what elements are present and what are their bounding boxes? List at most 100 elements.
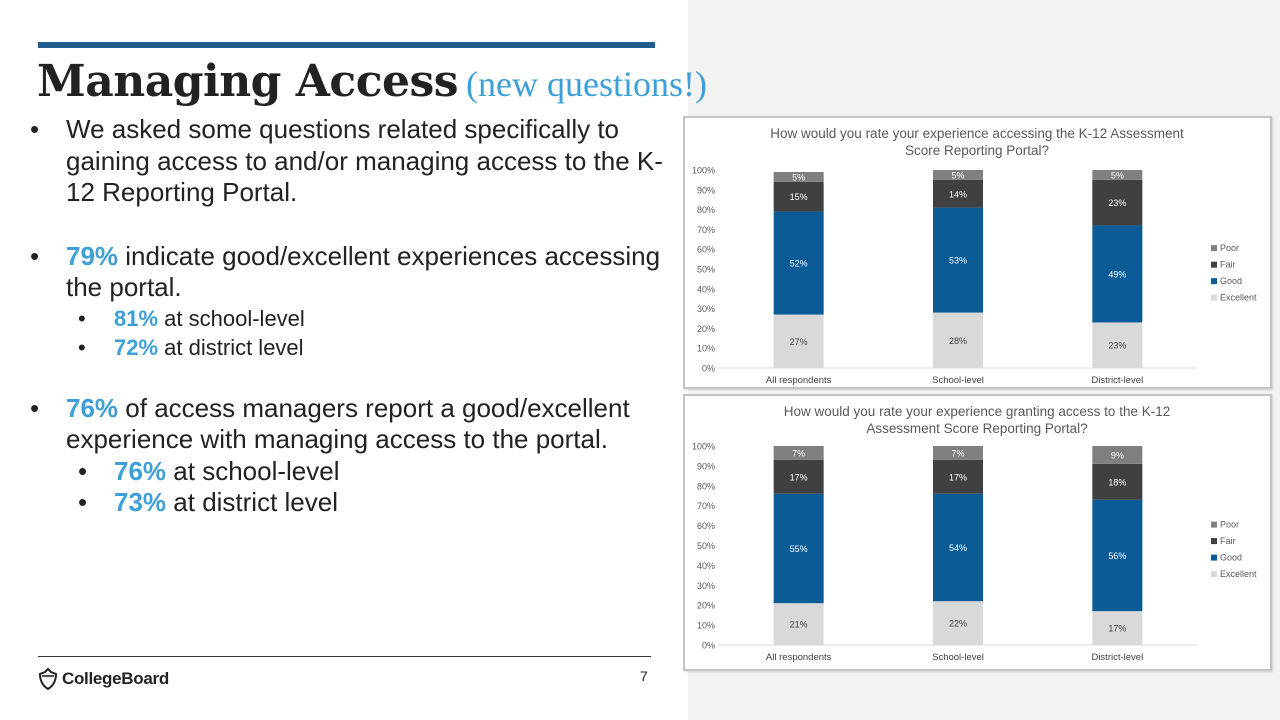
acorn-icon <box>38 668 58 690</box>
y-tick-label: 20% <box>697 601 715 611</box>
legend-swatch-poor <box>1211 521 1217 528</box>
sub-bullet-pct: 73% <box>114 487 167 517</box>
logo-text: CollegeBoard <box>62 669 169 688</box>
data-label: 9% <box>1111 450 1124 460</box>
data-label: 18% <box>1108 477 1126 487</box>
y-tick-label: 10% <box>697 621 715 631</box>
title-main: Managing Access <box>37 56 459 107</box>
data-label: 7% <box>951 448 964 458</box>
y-tick-label: 40% <box>697 561 715 571</box>
bar-good-district-level <box>1092 499 1143 612</box>
legend-label: Fair <box>1220 536 1236 546</box>
bar-fair-all-respondents <box>773 459 824 494</box>
chart-accessing-portal: How would you rate your experience acces… <box>683 116 1272 389</box>
data-label: 17% <box>1108 624 1126 634</box>
bar-good-school-level <box>933 493 983 602</box>
legend-label: Poor <box>1220 243 1239 253</box>
chart-title-line: How would you rate your experience acces… <box>770 126 1184 141</box>
bullet-marker: • <box>78 487 88 517</box>
y-tick-label: 30% <box>697 304 715 314</box>
y-tick-label: 70% <box>697 501 715 511</box>
y-tick-label: 0% <box>702 641 715 651</box>
chart-title-line: How would you rate your experience grant… <box>784 404 1170 419</box>
bar-fair-district-level <box>1092 179 1143 226</box>
y-tick-label: 50% <box>697 541 715 551</box>
bullet-intro-text: We asked some questions related specific… <box>66 114 663 207</box>
sub-bullet-pct: 72% <box>114 334 159 360</box>
bullet-accessing-text: indicate good/excellent experiences acce… <box>66 240 661 303</box>
category-label: All respondents <box>766 652 832 663</box>
bar-poor-all-respondents <box>773 171 824 182</box>
bullet-marker: • <box>30 392 40 423</box>
legend-swatch-poor <box>1211 245 1217 252</box>
data-label: 21% <box>790 620 808 630</box>
bar-good-school-level <box>933 207 983 313</box>
bar-excellent-all-respondents <box>773 314 824 368</box>
data-label: 17% <box>790 472 808 482</box>
category-label: District-level <box>1091 652 1143 663</box>
college-board-logo: CollegeBoard <box>38 668 169 690</box>
chart-granting-access: How would you rate your experience grant… <box>683 394 1272 671</box>
legend-label: Good <box>1220 553 1242 563</box>
chart-svg: How would you rate your experience grant… <box>692 404 1257 663</box>
footer-rule <box>38 656 651 657</box>
bar-fair-school-level <box>933 459 983 494</box>
data-label: 56% <box>1108 551 1126 561</box>
legend-label: Excellent <box>1220 569 1257 579</box>
bullet-marker: • <box>30 240 40 271</box>
data-label: 7% <box>792 448 805 458</box>
y-tick-label: 60% <box>697 521 715 531</box>
bar-good-all-respondents <box>773 493 824 604</box>
data-label: 54% <box>949 543 967 553</box>
title-subtitle: (new questions!) <box>466 64 707 104</box>
legend-swatch-fair <box>1211 538 1217 545</box>
category-label: All respondents <box>766 375 832 386</box>
sub-bullet-pct: 76% <box>114 455 167 486</box>
legend-swatch-excellent <box>1211 571 1217 578</box>
bullet-managing-pct: 76% <box>66 392 119 423</box>
sub-bullet: • 72% at district level <box>30 333 670 362</box>
sub-bullet-text: at district level <box>164 334 304 360</box>
bullet-list: • We asked some questions related specifi… <box>30 114 670 519</box>
chart-svg: How would you rate your experience acces… <box>692 126 1257 386</box>
page-number: 7 <box>640 668 648 684</box>
bullet-marker: • <box>78 334 86 360</box>
bar-excellent-school-level <box>933 312 983 368</box>
bar-poor-school-level <box>933 170 983 180</box>
top-rule <box>38 42 655 48</box>
chart-title-line: Assessment Score Reporting Portal? <box>866 421 1087 436</box>
bullet-marker: • <box>30 114 40 144</box>
bullet-managing: • 76% of access managers report a good/ex… <box>30 393 670 456</box>
data-label: 52% <box>790 259 808 269</box>
bar-excellent-district-level <box>1092 611 1143 645</box>
y-tick-label: 20% <box>697 324 715 334</box>
bullet-accessing-pct: 79% <box>66 240 119 271</box>
bar-poor-all-respondents <box>773 446 824 460</box>
data-label: 5% <box>1111 170 1124 180</box>
legend-label: Excellent <box>1220 293 1257 303</box>
bar-poor-school-level <box>933 446 983 460</box>
sub-bullet: • 81% at school-level <box>30 304 670 333</box>
data-label: 28% <box>949 336 967 346</box>
data-label: 55% <box>790 544 808 554</box>
legend-swatch-fair <box>1211 261 1217 268</box>
y-tick-label: 10% <box>697 344 715 354</box>
sub-bullet: • 73% at district level <box>30 487 670 519</box>
data-label: 22% <box>949 619 967 629</box>
category-label: School-level <box>932 375 984 386</box>
category-label: School-level <box>932 652 984 663</box>
bar-excellent-district-level <box>1092 322 1143 368</box>
y-tick-label: 30% <box>697 581 715 591</box>
y-tick-label: 70% <box>697 225 715 235</box>
bar-fair-school-level <box>933 179 983 208</box>
data-label: 53% <box>949 256 967 266</box>
sub-bullet-text: at school-level <box>173 455 340 486</box>
bullet-marker: • <box>78 305 86 331</box>
bar-excellent-school-level <box>933 601 983 645</box>
bar-good-all-respondents <box>773 211 824 315</box>
y-tick-label: 80% <box>697 205 715 215</box>
y-tick-label: 80% <box>697 481 715 491</box>
bar-poor-district-level <box>1092 170 1143 180</box>
data-label: 23% <box>1108 198 1126 208</box>
bullet-intro: • We asked some questions related specifi… <box>30 114 670 209</box>
